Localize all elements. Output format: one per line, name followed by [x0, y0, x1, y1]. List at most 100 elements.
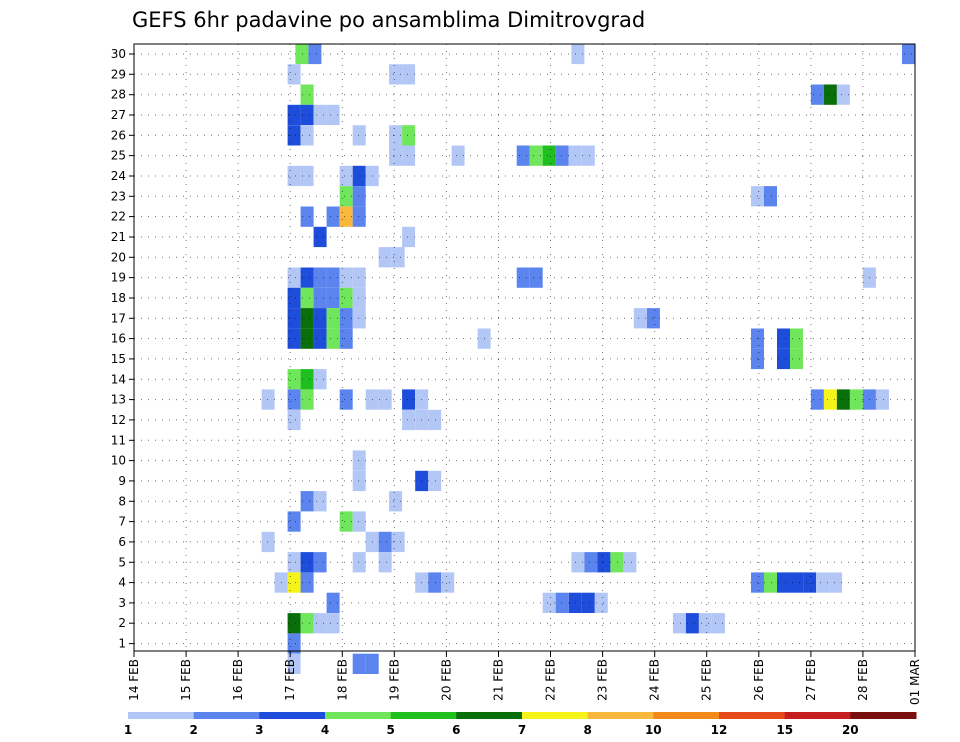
precip-cell: [287, 511, 301, 532]
y-tick-label: 20: [111, 250, 126, 264]
precip-cell: [287, 104, 301, 126]
precip-cell: [402, 125, 416, 146]
plot-frame: [133, 43, 916, 652]
colorbar-swatch: [653, 712, 720, 719]
precip-cell: [777, 328, 790, 349]
precip-cell: [352, 186, 366, 207]
precip-cell: [685, 613, 699, 634]
precip-cell: [352, 125, 366, 146]
precip-cell: [378, 552, 392, 573]
precip-cell: [581, 145, 595, 166]
precip-cell: [326, 287, 340, 309]
precip-cell: [313, 491, 327, 512]
precip-cell: [428, 572, 442, 593]
precip-cell: [352, 287, 366, 309]
precip-cell: [300, 572, 314, 593]
precip-cell: [300, 389, 314, 410]
y-tick-label: 18: [111, 291, 126, 305]
precip-cell: [339, 206, 353, 227]
precipitation-cells: [261, 43, 915, 674]
colorbar-label: 2: [190, 723, 198, 737]
precip-cell: [428, 470, 442, 492]
y-tick-label: 17: [111, 311, 126, 325]
x-tick-label: 27 FEB: [804, 659, 818, 701]
x-tick-label: 16 FEB: [231, 659, 245, 701]
precip-cell: [711, 613, 725, 634]
colorbar-label: 5: [387, 723, 395, 737]
precip-cell: [339, 287, 353, 309]
y-tick-label: 13: [111, 393, 126, 407]
y-tick-label: 21: [111, 230, 126, 244]
y-tick-label: 10: [111, 454, 126, 468]
precip-cell: [402, 145, 416, 166]
y-tick-label: 1: [118, 637, 126, 651]
colorbar-label: 3: [255, 723, 263, 737]
precip-cell: [402, 409, 416, 431]
precip-cell: [876, 389, 889, 410]
precip-cell: [790, 328, 803, 349]
precip-cell: [777, 348, 790, 370]
precip-cell: [594, 592, 608, 613]
precip-cell: [352, 165, 366, 187]
precip-cell: [428, 409, 442, 431]
precip-cell: [313, 552, 327, 573]
precip-cell: [777, 572, 790, 593]
precip-cell: [326, 104, 340, 126]
precip-cell: [823, 84, 837, 105]
precip-cell: [287, 613, 301, 634]
precip-cell: [339, 511, 353, 532]
precip-cell: [287, 328, 301, 349]
colorbar-swatch: [325, 712, 392, 719]
colorbar-swatch: [522, 712, 589, 719]
precip-cell: [391, 531, 405, 553]
y-tick-label: 15: [111, 352, 126, 366]
precip-cell: [529, 267, 543, 288]
precip-cell: [295, 43, 309, 65]
colorbar-swatch: [259, 712, 326, 719]
precip-cell: [352, 308, 366, 329]
precip-cell: [287, 572, 301, 593]
precip-cell: [300, 328, 314, 349]
precip-cell: [287, 653, 301, 674]
precip-cell: [623, 552, 637, 573]
precip-cell: [352, 206, 366, 227]
precip-cell: [326, 613, 340, 634]
precip-cell: [287, 287, 301, 309]
precip-cell: [326, 267, 340, 288]
y-tick-label: 11: [111, 433, 126, 447]
x-tick-label: 17 FEB: [283, 659, 297, 701]
precip-cell: [810, 389, 824, 410]
y-tick-label: 24: [111, 169, 126, 183]
y-tick-label: 27: [111, 108, 126, 122]
colorbar-legend: 1 2 3 4 5 6 7 8 10 12 15 20: [124, 712, 917, 737]
precip-cell: [313, 104, 327, 126]
x-tick-label: 26 FEB: [752, 659, 766, 701]
precip-cell: [352, 267, 366, 288]
precip-cell: [300, 308, 314, 329]
precip-cell: [646, 308, 660, 329]
precip-cell: [836, 389, 850, 410]
precip-cell: [339, 186, 353, 207]
x-tick-label: 22 FEB: [544, 659, 558, 701]
precip-cell: [378, 389, 392, 410]
colorbar-label: 15: [776, 723, 793, 737]
colorbar-swatch: [719, 712, 786, 719]
precip-cell: [542, 145, 556, 166]
precip-cell: [287, 267, 301, 288]
x-tick-label: 01 MAR: [908, 659, 922, 705]
precip-cell: [313, 369, 327, 390]
precip-cell: [581, 592, 595, 613]
y-tick-label: 28: [111, 88, 126, 102]
precip-cell: [326, 206, 340, 227]
precip-cell: [326, 308, 340, 329]
precip-cell: [790, 348, 803, 370]
precip-cell: [339, 389, 353, 410]
precip-cell: [287, 369, 301, 390]
precip-cell: [261, 531, 275, 553]
precip-cell: [300, 206, 314, 227]
precip-cell: [300, 613, 314, 634]
colorbar-swatch: [850, 712, 917, 719]
precip-cell: [287, 125, 301, 146]
precip-cell: [698, 613, 712, 634]
y-axis: 1234567891011121314151617181920212223242…: [111, 47, 134, 651]
